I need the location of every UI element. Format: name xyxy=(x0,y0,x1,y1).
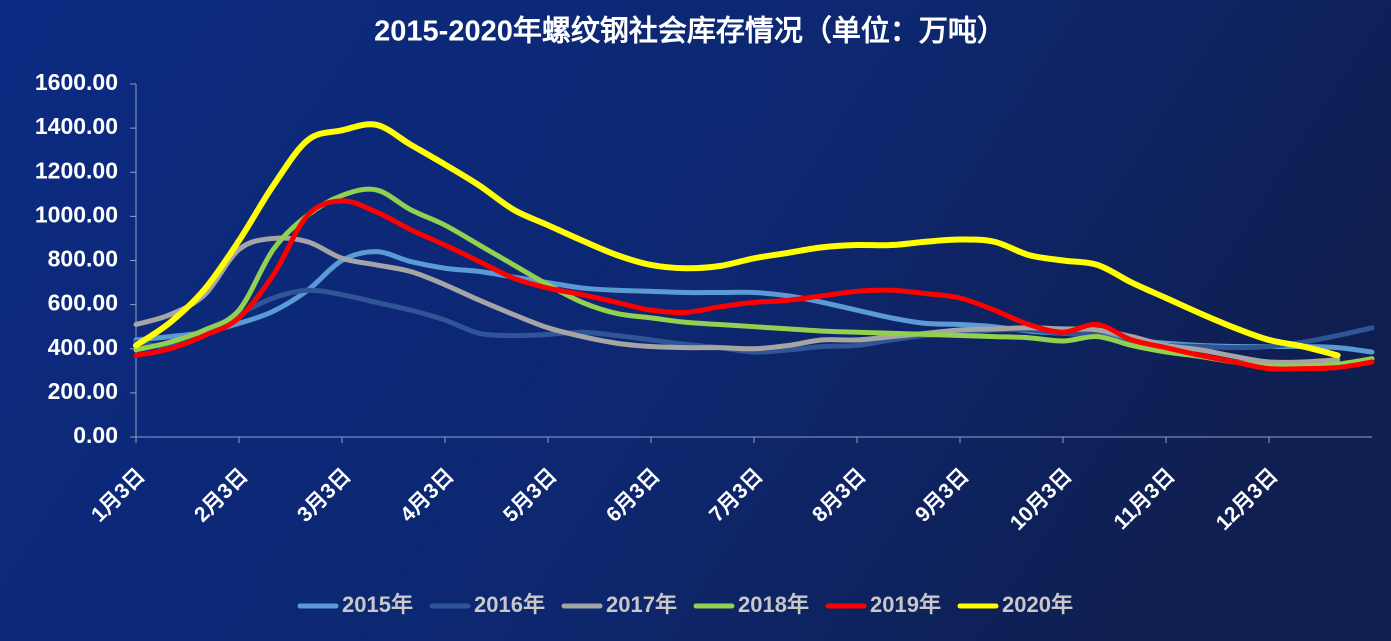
y-tick-label: 200.00 xyxy=(48,378,118,404)
chart-title: 2015-2020年螺纹钢社会库存情况（单位：万吨） xyxy=(374,14,1006,48)
y-tick-label: 1600.00 xyxy=(35,69,118,95)
series-line xyxy=(133,235,1341,365)
y-tick-label: 1200.00 xyxy=(35,157,118,183)
legend-label: 2020年 xyxy=(1002,592,1073,617)
legend-label: 2017年 xyxy=(606,592,677,617)
series-line xyxy=(133,186,1375,370)
legend-label: 2019年 xyxy=(870,592,941,617)
y-tick-label: 1400.00 xyxy=(35,113,118,139)
y-tick-label: 400.00 xyxy=(48,334,118,360)
legend-label: 2016年 xyxy=(474,592,545,617)
legend-label: 2015年 xyxy=(342,592,413,617)
y-tick-label: 600.00 xyxy=(48,290,118,316)
series-line xyxy=(133,121,1341,359)
y-tick-label: 1000.00 xyxy=(35,201,118,227)
series-line xyxy=(133,198,1375,372)
y-tick-label: 0.00 xyxy=(73,422,118,448)
legend-label: 2018年 xyxy=(738,592,809,617)
y-tick-label: 800.00 xyxy=(48,246,118,272)
